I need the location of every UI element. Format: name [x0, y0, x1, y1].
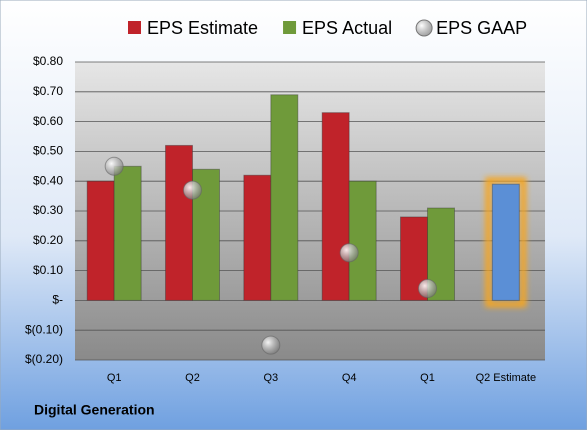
highlight-glow: [485, 177, 527, 308]
bar: [113, 165, 142, 301]
bar: [86, 180, 115, 301]
y-tick-label: $0.70: [33, 84, 63, 98]
x-tick-label: Q2: [185, 372, 200, 384]
bar: [348, 180, 377, 301]
y-tick-label: $0.40: [33, 173, 63, 187]
y-tick-label: $0.30: [33, 203, 63, 217]
y-tick-label: $0.60: [33, 114, 63, 128]
bar: [165, 144, 193, 301]
legend: EPS Estimate EPS Actual EPS GAAP: [128, 18, 527, 38]
gaap-marker: [261, 335, 281, 355]
bar: [192, 168, 220, 301]
footer-title: Digital Generation: [34, 402, 155, 418]
gaap-marker: [183, 180, 202, 200]
y-tick-label: $(0.10): [25, 322, 63, 336]
y-tick-label: $0.80: [33, 54, 63, 68]
x-tick-label: Q2 Estimate: [476, 372, 537, 384]
gaap-marker: [339, 243, 359, 263]
legend-label: EPS Estimate: [147, 18, 258, 38]
y-tick-label: $0.50: [33, 144, 63, 158]
legend-label: EPS GAAP: [436, 18, 527, 38]
gaap-marker: [104, 156, 124, 176]
bar: [243, 174, 272, 301]
y-tick-label: $(0.20): [25, 352, 63, 366]
legend-marker: [415, 19, 433, 37]
y-tick-label: $0.20: [33, 233, 63, 247]
x-tick-label: Q3: [263, 372, 278, 384]
legend-marker: [128, 21, 141, 34]
legend-marker: [283, 21, 297, 34]
y-tick-label: $0.10: [33, 263, 63, 277]
bar: [321, 112, 350, 301]
bar: [491, 183, 520, 301]
x-tick-label: Q1: [107, 372, 122, 384]
x-tick-label: Q4: [342, 372, 357, 384]
legend-label: EPS Actual: [302, 18, 392, 38]
gaap-marker: [418, 278, 437, 298]
bar: [270, 94, 299, 301]
x-tick-label: Q1: [420, 372, 435, 384]
y-tick-label: $-: [52, 293, 63, 307]
